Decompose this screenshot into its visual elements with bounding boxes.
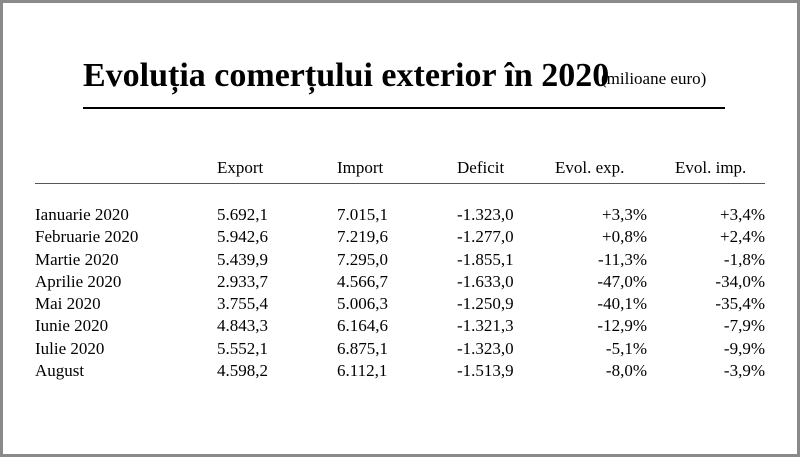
cell-export: 5.942,6 — [217, 227, 268, 247]
table-row: Februarie 2020 5.942,6 7.219,6 -1.277,0 +0,8… — [35, 226, 765, 248]
cell-export: 3.755,4 — [217, 294, 268, 314]
cell-deficit: -1.321,3 — [457, 316, 514, 336]
cell-month: Iulie 2020 — [35, 338, 105, 358]
cell-export: 4.598,2 — [217, 361, 268, 381]
table-row: Ianuarie 2020 5.692,1 7.015,1 -1.323,0 +3,3%… — [35, 204, 765, 226]
table-row: Martie 2020 5.439,9 7.295,0 -1.855,1 -11,3% -… — [35, 249, 765, 271]
cell-month: August — [35, 361, 85, 381]
cell-deficit: -1.250,9 — [457, 294, 514, 314]
cell-evol-imp: -35,4% — [715, 294, 765, 314]
cell-evol-imp: -3,9% — [723, 361, 765, 381]
title-block: Evoluția comerțului exterior în 2020 (mi… — [83, 57, 725, 109]
cell-import: 4.566,7 — [337, 271, 388, 291]
cell-month: Aprilie 2020 — [35, 271, 122, 291]
trade-table: Export Import Deficit Evol. exp. Evol. i… — [35, 153, 765, 382]
header-empty — [35, 153, 217, 184]
cell-deficit: -1.323,0 — [457, 338, 514, 358]
cell-evol-exp: -47,0% — [597, 271, 647, 291]
cell-import: 6.164,6 — [337, 316, 388, 336]
cell-import: 5.006,3 — [337, 294, 388, 314]
cell-export: 2.933,7 — [217, 271, 268, 291]
header-export: Export — [217, 157, 264, 177]
cell-month: Mai 2020 — [35, 294, 101, 314]
cell-month: Ianuarie 2020 — [35, 205, 129, 224]
cell-evol-imp: +2,4% — [720, 227, 765, 247]
cell-evol-imp: -7,9% — [723, 316, 765, 336]
table-row: Iunie 2020 4.843,3 6.164,6 -1.321,3 -12,9% -7… — [35, 315, 765, 337]
cell-export: 5.552,1 — [217, 338, 268, 358]
cell-deficit: -1.513,9 — [457, 361, 514, 381]
cell-export: 5.692,1 — [217, 205, 268, 224]
cell-month: Februarie 2020 — [35, 227, 139, 247]
table-header-row: Export Import Deficit Evol. exp. Evol. i… — [35, 153, 765, 184]
cell-deficit: -1.323,0 — [457, 205, 514, 224]
cell-evol-exp: -11,3% — [598, 249, 647, 269]
cell-import: 6.112,1 — [337, 361, 388, 381]
header-import: Import — [337, 157, 384, 177]
cell-export: 4.843,3 — [217, 316, 268, 336]
header-deficit: Deficit — [457, 157, 505, 177]
table-body: Ianuarie 2020 5.692,1 7.015,1 -1.323,0 +3,3%… — [35, 204, 765, 382]
cell-month: Iunie 2020 — [35, 316, 109, 336]
cell-evol-imp: -1,8% — [723, 249, 765, 269]
cell-import: 6.875,1 — [337, 338, 388, 358]
page-title: Evoluția comerțului exterior în 2020 — [83, 57, 610, 94]
cell-deficit: -1.855,1 — [457, 249, 514, 269]
header-divider — [35, 183, 765, 204]
cell-evol-exp: +3,3% — [602, 205, 647, 224]
cell-import: 7.295,0 — [337, 249, 388, 269]
header-evol-imp: Evol. imp. — [675, 157, 747, 177]
cell-export: 5.439,9 — [217, 249, 268, 269]
cell-evol-exp: +0,8% — [602, 227, 647, 247]
table-row: August 4.598,2 6.112,1 -1.513,9 -8,0% -3,9% — [35, 360, 765, 382]
title-unit: (milioane euro) — [601, 69, 707, 88]
cell-deficit: -1.277,0 — [457, 227, 514, 247]
header-evol-exp: Evol. exp. — [555, 157, 625, 177]
table-row: Iulie 2020 5.552,1 6.875,1 -1.323,0 -5,1% -9,… — [35, 338, 765, 360]
cell-evol-imp: -9,9% — [723, 338, 765, 358]
cell-month: Martie 2020 — [35, 249, 119, 269]
cell-evol-imp: +3,4% — [720, 205, 765, 224]
cell-evol-exp: -12,9% — [597, 316, 647, 336]
cell-import: 7.015,1 — [337, 205, 388, 224]
cell-evol-exp: -5,1% — [605, 338, 647, 358]
cell-import: 7.219,6 — [337, 227, 388, 247]
cell-evol-exp: -8,0% — [605, 361, 647, 381]
cell-deficit: -1.633,0 — [457, 271, 514, 291]
cell-evol-exp: -40,1% — [597, 294, 647, 314]
table-row: Mai 2020 3.755,4 5.006,3 -1.250,9 -40,1% -35,… — [35, 293, 765, 315]
table-row: Aprilie 2020 2.933,7 4.566,7 -1.633,0 -47,0%… — [35, 271, 765, 293]
cell-evol-imp: -34,0% — [715, 271, 765, 291]
